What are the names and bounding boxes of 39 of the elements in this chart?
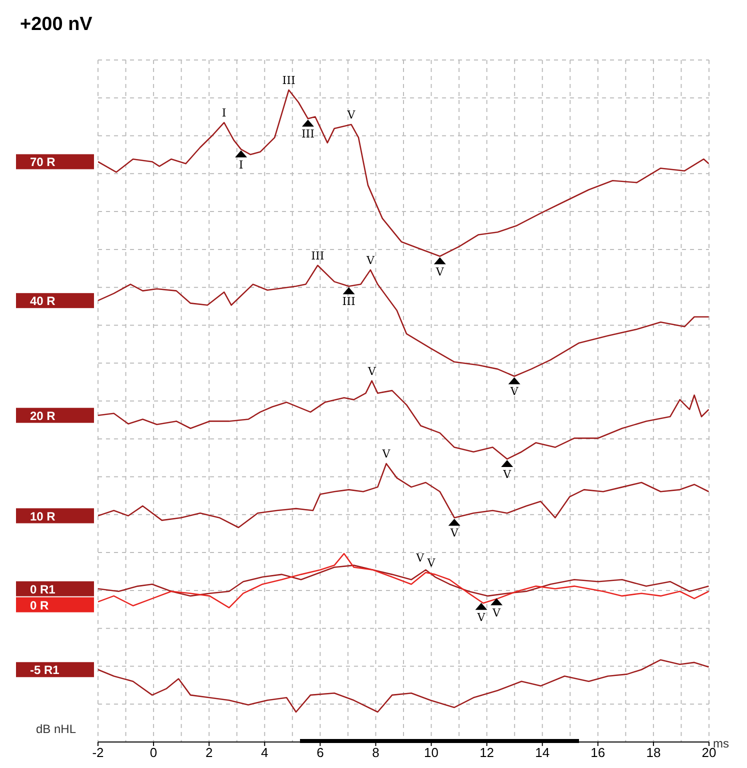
annotation: V — [346, 108, 356, 122]
x-tick-label: 6 — [316, 745, 324, 760]
x-tick-label: 0 — [150, 745, 158, 760]
x-tick-label: 4 — [261, 745, 268, 760]
annotation: III — [301, 128, 314, 141]
annotation: V — [381, 448, 392, 461]
annotation: V — [366, 364, 377, 378]
annotation: V — [476, 610, 486, 624]
annotation: III — [282, 74, 296, 87]
text: +200 nV — [20, 14, 92, 36]
annotation: V — [365, 254, 376, 267]
x-tick-label: 2 — [205, 745, 213, 760]
annotation: I — [238, 158, 244, 172]
x-tick-label: 16 — [590, 745, 606, 760]
annotation: III — [342, 295, 356, 308]
text: dB nHL — [36, 722, 76, 736]
x-tick-label: -2 — [92, 745, 104, 760]
x-tick-label: 10 — [424, 745, 439, 760]
annotation: V — [426, 556, 436, 570]
annotation: III — [311, 249, 324, 262]
text: -5 R1 — [30, 663, 60, 678]
annotation: I — [222, 106, 226, 120]
x-tick-label: 8 — [372, 745, 380, 760]
x-tick-label: 12 — [480, 745, 494, 760]
text: 20 R — [30, 408, 56, 423]
annotation: V — [434, 265, 445, 278]
x-tick-label: 18 — [646, 745, 661, 760]
annotation: V — [502, 468, 512, 482]
annotation: V — [415, 551, 426, 564]
text: 70 R — [30, 155, 56, 170]
x-tick-label: 20 — [702, 745, 716, 760]
text: 0 R1 — [30, 582, 56, 596]
x-tick-label: 14 — [535, 745, 550, 760]
annotation: V — [509, 385, 520, 398]
text: 10 R — [30, 509, 56, 524]
annotation: V — [492, 606, 502, 620]
text: 0 R — [30, 598, 50, 612]
text: 40 R — [30, 294, 56, 308]
annotation: V — [449, 526, 460, 540]
